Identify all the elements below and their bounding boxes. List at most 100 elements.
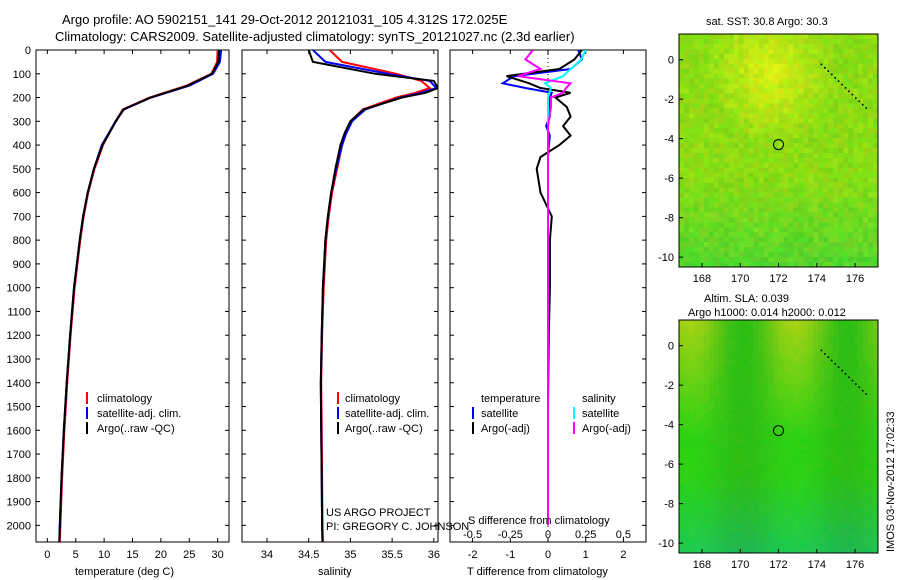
sst-map-cell — [733, 48, 740, 55]
sst-map-cell — [863, 123, 869, 129]
sst-map-cell — [778, 257, 785, 263]
sla-map-cell — [868, 379, 874, 386]
sla-map-cell — [748, 424, 755, 430]
sla-map-cell — [843, 488, 849, 495]
sst-map-cell — [753, 152, 760, 159]
sst-map-cell — [848, 242, 854, 248]
sst-map-cell — [863, 128, 869, 134]
sst-map-cell — [748, 257, 755, 263]
sla-map-cell — [858, 324, 864, 331]
sla-map-cell — [813, 389, 819, 395]
sst-map-cell — [838, 237, 844, 243]
sst-map-cell — [679, 217, 685, 223]
sst-map-cell — [713, 242, 720, 248]
depth-tick-label: 100 — [13, 69, 31, 81]
sla-map-cell — [833, 478, 839, 485]
sla-map-cell — [833, 453, 839, 460]
sla-map-cell — [853, 320, 859, 326]
sst-map-cell — [703, 68, 710, 75]
sst-map-cell — [703, 212, 710, 219]
sla-map-cell — [838, 528, 844, 534]
sst-map-cell — [823, 197, 829, 204]
sla-map-cell — [778, 493, 785, 500]
sla-map-cell — [693, 379, 700, 386]
sla-map-cell — [738, 468, 745, 475]
sla-map-cell — [808, 399, 814, 405]
depth-tick-label: 1000 — [7, 283, 31, 295]
sla-map-cell — [843, 394, 849, 400]
sst-map-cell — [763, 93, 770, 100]
sla-map-cell — [683, 320, 690, 326]
sla-map-cell — [803, 453, 809, 460]
sla-map-cell — [723, 518, 730, 524]
sst-map-cell — [708, 128, 715, 134]
sst-map-cell — [783, 182, 790, 189]
sla-map-cell — [803, 513, 809, 519]
sla-map-cell — [808, 518, 814, 524]
sla-map-cell — [793, 324, 799, 331]
sst-map-cell — [868, 212, 874, 219]
sla-map-cell — [808, 354, 814, 361]
sla-map-cell — [763, 508, 770, 514]
sla-map-cell — [758, 349, 765, 356]
sst-map-cell — [833, 227, 839, 233]
sla-map-cell — [818, 374, 824, 381]
project-annotation: US ARGO PROJECT — [326, 507, 431, 519]
sst-map-cell — [858, 257, 864, 263]
sst-map-cell — [828, 38, 834, 45]
sst-map-cell — [683, 252, 690, 258]
sla-map-cell — [798, 374, 804, 381]
sst-map-cell — [858, 83, 864, 90]
sla-map-cell — [708, 518, 715, 524]
sst-map-cell — [853, 207, 859, 214]
sla-map-cell — [763, 513, 770, 519]
sla-map-cell — [858, 434, 864, 440]
sla-map-cell — [768, 493, 775, 500]
sst-map-cell — [679, 43, 685, 50]
sst-map-cell — [728, 48, 735, 55]
sla-map-cell — [718, 438, 725, 445]
sst-lat-tick-label: -8 — [664, 213, 674, 225]
sla-map-cell — [828, 324, 834, 331]
sst-map-cell — [738, 103, 745, 109]
sst-map-cell — [703, 207, 710, 214]
sst-map-cell — [848, 63, 854, 70]
sst-map-cell — [798, 192, 804, 199]
sla-map-cell — [743, 339, 750, 346]
sla-map-cell — [853, 443, 859, 450]
sst-map-cell — [688, 78, 695, 85]
sla-map-cell — [723, 453, 730, 460]
salinity-tick-label: 35.5 — [381, 549, 402, 561]
sla-map-cell — [778, 349, 785, 356]
sla-map-cell — [823, 369, 829, 376]
sla-map-cell — [703, 503, 710, 509]
sla-map-cell — [838, 448, 844, 455]
sst-map-cell — [853, 103, 859, 109]
sla-map-cell — [803, 354, 809, 361]
sla-map-cell — [773, 374, 780, 381]
sst-map-cell — [718, 167, 725, 174]
sla-map-cell — [723, 438, 730, 445]
sst-map-cell — [853, 98, 859, 105]
sla-map-cell — [688, 488, 695, 495]
sst-map-cell — [768, 68, 775, 75]
sla-map-cell — [813, 334, 819, 341]
sst-map-cell — [733, 58, 740, 65]
sla-map-cell — [728, 424, 735, 430]
sla-map-cell — [813, 518, 819, 524]
sla-map-cell — [788, 359, 795, 366]
island-speck — [851, 93, 854, 96]
sst-map-cell — [728, 53, 735, 60]
sst-map-cell — [718, 63, 725, 70]
sla-map-cell — [698, 354, 705, 361]
sla-map-cell — [788, 434, 795, 440]
sla-map-cell — [743, 320, 750, 326]
sst-map-cell — [843, 98, 849, 105]
sla-map-cell — [773, 394, 780, 400]
sst-map-cell — [728, 172, 735, 179]
sla-map-cell — [773, 434, 780, 440]
sla-map-cell — [788, 508, 795, 514]
sla-map-cell — [763, 384, 770, 391]
sla-map-cell — [733, 513, 740, 519]
